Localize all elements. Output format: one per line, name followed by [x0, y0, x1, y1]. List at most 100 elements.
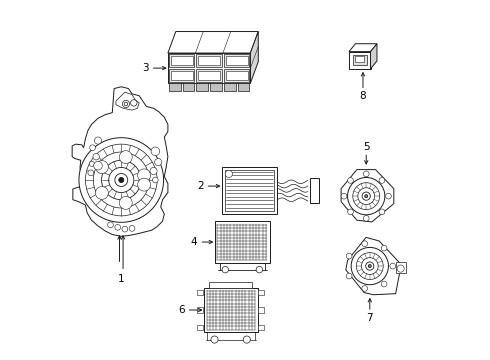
Circle shape	[365, 195, 368, 198]
Circle shape	[347, 177, 353, 183]
Circle shape	[346, 273, 352, 279]
Circle shape	[108, 222, 113, 228]
Circle shape	[89, 161, 95, 166]
Polygon shape	[341, 170, 394, 222]
Bar	[196, 69, 222, 82]
Circle shape	[397, 265, 404, 272]
Bar	[224, 83, 236, 91]
Circle shape	[122, 100, 129, 108]
Bar	[226, 71, 247, 80]
Circle shape	[347, 209, 353, 215]
Circle shape	[353, 183, 380, 210]
Circle shape	[93, 153, 99, 160]
Text: 5: 5	[363, 142, 369, 152]
Bar	[198, 56, 220, 65]
Circle shape	[362, 241, 368, 247]
Polygon shape	[395, 262, 406, 273]
Bar	[169, 83, 181, 91]
Bar	[196, 324, 203, 329]
Circle shape	[93, 152, 149, 208]
Circle shape	[120, 151, 132, 163]
Bar	[196, 54, 222, 67]
Bar	[196, 291, 203, 296]
Circle shape	[222, 266, 228, 273]
Circle shape	[364, 216, 369, 221]
Circle shape	[95, 137, 101, 144]
Circle shape	[256, 266, 263, 273]
Text: 2: 2	[197, 181, 203, 191]
Text: 3: 3	[143, 63, 149, 73]
Polygon shape	[346, 237, 400, 295]
Bar	[209, 282, 252, 288]
Circle shape	[346, 253, 352, 259]
Circle shape	[120, 197, 132, 209]
Bar	[224, 170, 274, 211]
Bar	[224, 69, 249, 82]
Circle shape	[362, 192, 370, 200]
Circle shape	[362, 258, 378, 274]
Circle shape	[364, 171, 369, 177]
Circle shape	[390, 263, 395, 269]
Bar	[198, 71, 220, 80]
Circle shape	[109, 167, 134, 193]
Circle shape	[381, 245, 387, 251]
Circle shape	[85, 144, 157, 216]
Bar	[224, 54, 249, 67]
Bar	[258, 291, 264, 296]
Circle shape	[138, 178, 150, 191]
Circle shape	[90, 145, 96, 150]
Bar	[169, 69, 195, 82]
Polygon shape	[250, 32, 258, 83]
Circle shape	[79, 138, 164, 222]
Circle shape	[122, 226, 128, 232]
Circle shape	[131, 100, 137, 106]
Circle shape	[368, 265, 371, 267]
Circle shape	[366, 262, 374, 270]
Bar	[171, 56, 193, 65]
Circle shape	[362, 285, 368, 291]
Bar	[355, 56, 364, 62]
Circle shape	[347, 177, 385, 215]
Polygon shape	[72, 87, 168, 236]
Circle shape	[88, 170, 94, 176]
Circle shape	[243, 336, 250, 343]
Bar	[183, 83, 195, 91]
Circle shape	[151, 147, 160, 156]
Bar	[168, 53, 250, 83]
Bar	[196, 307, 203, 312]
Polygon shape	[116, 92, 139, 110]
Bar	[204, 288, 258, 332]
Bar	[258, 324, 264, 329]
Circle shape	[150, 167, 157, 175]
Bar	[310, 178, 318, 203]
Circle shape	[379, 209, 385, 215]
Circle shape	[386, 193, 392, 199]
Circle shape	[225, 170, 232, 177]
Circle shape	[115, 225, 121, 230]
Bar	[353, 55, 367, 65]
Bar	[349, 51, 370, 69]
Circle shape	[379, 177, 385, 183]
Circle shape	[96, 161, 108, 174]
Bar	[258, 307, 264, 312]
Circle shape	[341, 193, 347, 199]
Circle shape	[96, 186, 108, 199]
Circle shape	[124, 102, 128, 106]
Bar	[221, 167, 277, 214]
Bar	[238, 83, 249, 91]
Circle shape	[152, 177, 158, 183]
Circle shape	[211, 336, 218, 343]
Bar	[215, 221, 270, 263]
Text: 4: 4	[191, 237, 197, 247]
Bar	[226, 56, 247, 65]
Text: 6: 6	[178, 305, 184, 315]
Text: 7: 7	[367, 313, 373, 323]
Circle shape	[155, 158, 162, 166]
Circle shape	[381, 281, 387, 287]
Circle shape	[358, 188, 374, 204]
Bar	[210, 83, 222, 91]
Bar	[171, 71, 193, 80]
Circle shape	[356, 253, 383, 279]
Circle shape	[101, 160, 141, 200]
Circle shape	[119, 177, 124, 183]
